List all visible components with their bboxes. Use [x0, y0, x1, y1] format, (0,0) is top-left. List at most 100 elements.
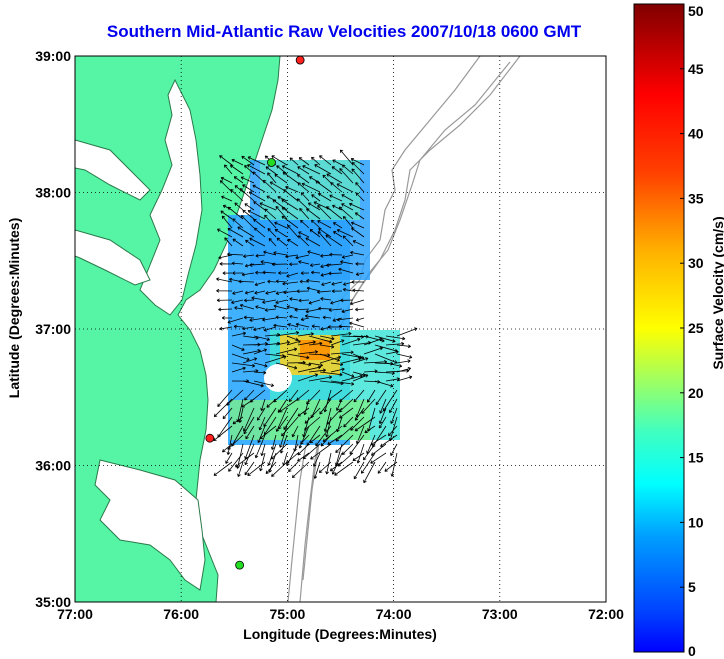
velocity-arrow: [213, 461, 233, 476]
velocity-arrow: [355, 261, 365, 266]
velocity-arrow: [331, 289, 343, 294]
velocity-arrow: [297, 452, 310, 462]
velocity-arrow: [286, 353, 310, 360]
velocity-arrow: [231, 344, 245, 351]
velocity-arrow: [334, 461, 354, 476]
velocity-arrow: [355, 192, 365, 202]
velocity-arrow: [220, 176, 233, 184]
velocity-arrow: [257, 425, 266, 443]
velocity-arrow: [319, 344, 335, 349]
velocity-arrow: [247, 156, 266, 166]
velocity-arrow: [256, 407, 266, 421]
velocity-arrow: [300, 192, 310, 202]
velocity-arrow: [319, 371, 343, 377]
velocity-arrow: [281, 207, 299, 220]
velocity-arrow: [287, 238, 299, 247]
velocity-arrow: [235, 452, 255, 468]
velocity-arrow: [326, 263, 343, 268]
velocity-arrow: [238, 279, 255, 284]
colorbar-tick-label: 35: [688, 190, 704, 206]
colorbar-tick-label: 25: [688, 320, 704, 336]
velocity-arrow: [254, 290, 266, 295]
velocity-arrow: [251, 296, 266, 301]
velocity-arrow: [287, 323, 299, 328]
velocity-arrow: [274, 228, 288, 238]
velocity-arrow: [295, 322, 310, 328]
velocity-arrow: [389, 398, 398, 414]
velocity-arrow: [219, 180, 233, 193]
velocity-arrow: [275, 205, 288, 220]
velocity-arrow: [298, 425, 310, 449]
velocity-arrow: [275, 340, 290, 346]
velocity-arrow: [336, 317, 354, 322]
velocity-arrow: [265, 461, 277, 475]
velocity-arrow: [219, 155, 233, 166]
velocity-arrow: [228, 452, 244, 472]
velocity-arrow: [222, 443, 233, 453]
velocity-arrow: [370, 434, 387, 446]
velocity-arrow: [378, 407, 387, 425]
velocity-arrow: [264, 308, 277, 312]
x-tick-labels: 77:00 76:00 75:00 74:00 73:00 72:00: [57, 606, 624, 622]
velocity-arrow: [221, 215, 233, 229]
velocity-arrow: [263, 326, 277, 332]
velocity-arrow: [260, 398, 266, 411]
radar-station-marker: [235, 560, 245, 570]
velocity-arrow: [295, 254, 310, 260]
velocity-arrow: [351, 161, 365, 175]
velocity-arrow: [267, 279, 277, 284]
velocity-arrow: [267, 228, 277, 238]
velocity-arrow: [309, 229, 321, 238]
x-tick-label: 77:00: [57, 606, 93, 622]
velocity-arrow: [318, 228, 332, 238]
velocity-arrow: [291, 461, 310, 479]
velocity-arrow: [330, 331, 352, 337]
velocity-arrow: [244, 165, 255, 175]
velocity-arrow: [363, 443, 376, 461]
velocity-arrow: [213, 398, 233, 418]
velocity-arrow: [253, 201, 266, 211]
velocity-arrow: [303, 398, 310, 416]
velocity-arrow: [298, 260, 310, 265]
velocity-arrow: [273, 323, 288, 328]
y-tick-label: 35:00: [35, 594, 71, 610]
velocity-arrow: [351, 168, 365, 184]
colorbar: [633, 3, 685, 653]
velocity-arrow: [255, 305, 266, 310]
velocity-arrow: [353, 461, 365, 480]
velocity-arrow: [227, 317, 244, 324]
velocity-arrow: [329, 252, 343, 257]
velocity-arrow: [306, 278, 321, 283]
velocity-arrow: [331, 452, 343, 475]
velocity-arrow: [310, 270, 321, 275]
velocity-arrow: [330, 367, 345, 373]
velocity-arrow: [278, 271, 288, 275]
velocity-arrow: [262, 299, 277, 304]
velocity-arrow: [231, 366, 246, 373]
velocity-arrow: [296, 289, 310, 294]
colorbar-tick-label: 30: [688, 255, 704, 271]
velocity-arrow: [385, 350, 399, 355]
velocity-arrow: [299, 208, 310, 220]
velocity-arrow: [219, 326, 233, 331]
velocity-arrow: [276, 237, 288, 247]
velocity-arrow: [300, 271, 310, 276]
velocity-arrow: [340, 260, 354, 265]
velocity-arrow: [244, 443, 255, 466]
velocity-arrow: [317, 204, 332, 220]
velocity-arrow: [260, 443, 266, 457]
velocity-arrow: [309, 263, 321, 268]
velocity-arrow: [349, 321, 365, 328]
velocity-arrow: [283, 189, 299, 202]
velocity-arrow: [325, 234, 343, 247]
velocity-arrow: [264, 214, 277, 229]
velocity-arrow: [330, 339, 345, 346]
velocity-arrow: [275, 299, 288, 305]
velocity-arrow: [330, 350, 354, 355]
radar-stations: [205, 55, 305, 570]
velocity-arrow: [296, 198, 310, 211]
y-tick-label: 37:00: [35, 321, 71, 337]
velocity-arrow: [352, 353, 365, 360]
radar-station-marker: [295, 55, 305, 65]
x-axis-label: Longitude (Degrees:Minutes): [243, 626, 437, 642]
